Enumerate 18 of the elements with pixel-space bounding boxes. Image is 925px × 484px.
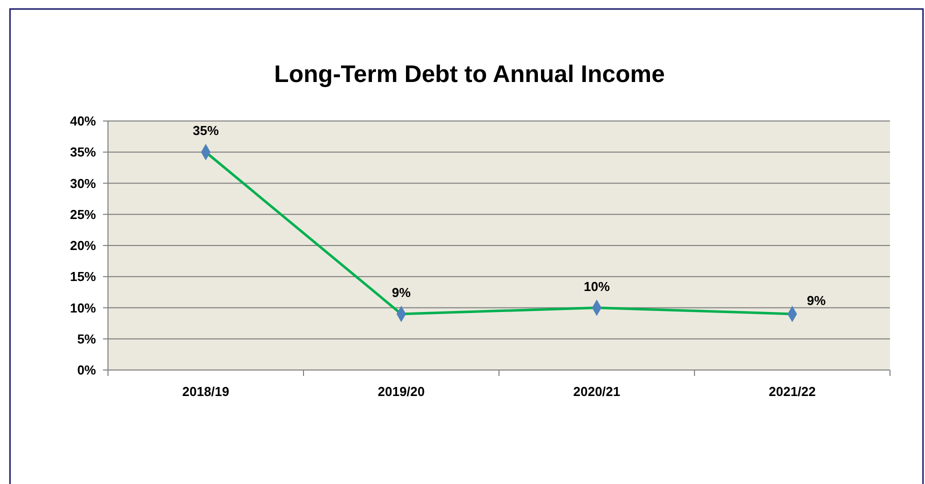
y-tick-label: 5% (77, 331, 96, 346)
data-label: 9% (806, 292, 826, 308)
x-tick-label: 2021/22 (768, 384, 816, 399)
data-label: 35% (192, 123, 220, 138)
data-label: 9% (392, 284, 412, 300)
y-tick-label: 0% (77, 362, 96, 378)
x-tick-label: 2018/19 (182, 384, 230, 399)
y-tick-label: 40% (70, 114, 96, 128)
x-tick-label: 2020/21 (573, 384, 620, 399)
x-tick-label: 2019/20 (378, 384, 425, 399)
chart-title: Long-Term Debt to Annual Income (274, 61, 665, 88)
y-tick-label: 10% (70, 300, 96, 316)
y-tick-label: 30% (70, 176, 96, 191)
y-tick-label: 20% (70, 238, 96, 253)
y-tick-label: 15% (70, 269, 96, 284)
y-tick-label: 25% (70, 206, 96, 222)
data-label: 10% (584, 278, 610, 294)
y-tick-label: 35% (70, 144, 96, 160)
